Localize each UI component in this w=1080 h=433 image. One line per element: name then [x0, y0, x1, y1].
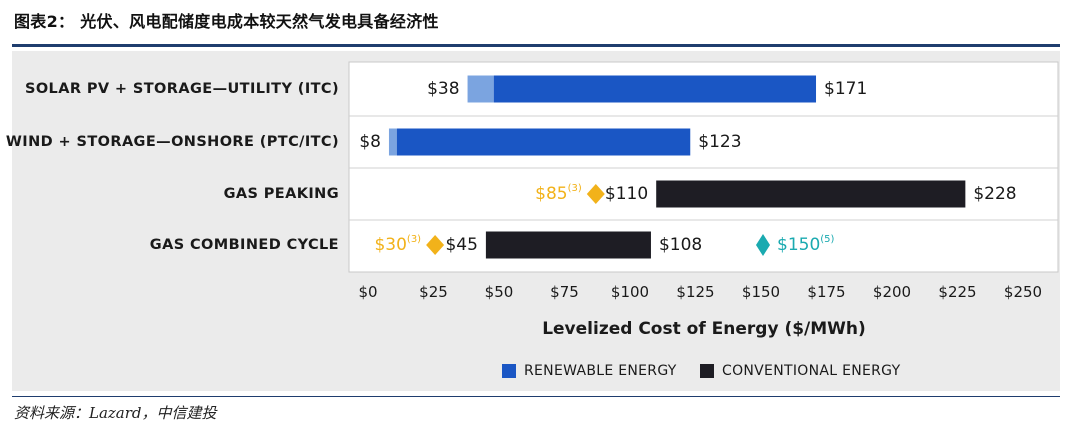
category-label: GAS PEAKING: [224, 186, 339, 202]
marker-label: $150(5): [777, 234, 835, 256]
category-label: SOLAR PV + STORAGE—UTILITY (ITC): [25, 81, 339, 97]
marker-diamond: [756, 234, 770, 256]
x-tick-label: $250: [1004, 283, 1042, 301]
marker-value: $30: [374, 235, 406, 255]
category-label: GAS COMBINED CYCLE: [150, 237, 339, 253]
x-tick-label: $100: [611, 283, 649, 301]
bar-range: [485, 231, 651, 259]
marker-footnote: (3): [568, 183, 582, 194]
x-tick-label: $50: [485, 283, 514, 301]
source-rule: [12, 396, 1060, 397]
bar-low-label: $110: [605, 184, 648, 204]
bar-low-label: $8: [359, 132, 381, 152]
x-tick-label: $25: [419, 283, 448, 301]
bar-range: [493, 75, 817, 103]
marker-value: $150: [777, 235, 820, 255]
bar-high-label: $228: [973, 184, 1016, 204]
marker-footnote: (5): [820, 234, 834, 245]
x-axis-title: Levelized Cost of Energy ($/MWh): [542, 319, 866, 339]
title-rule: [12, 44, 1060, 47]
x-tick-label: $0: [358, 283, 377, 301]
legend-label: CONVENTIONAL ENERGY: [722, 363, 901, 379]
marker-label: $85(3): [535, 183, 582, 205]
bar-range: [656, 180, 966, 208]
bar-high-label: $123: [698, 132, 741, 152]
marker-label: $30(3): [374, 234, 421, 256]
figure-title: 图表2： 光伏、风电配储度电成本较天然气发电具备经济性: [14, 12, 439, 31]
bar-low-segment: [388, 128, 397, 156]
marker-value: $85: [535, 184, 567, 204]
bar-range: [396, 128, 691, 156]
x-tick-label: $175: [807, 283, 845, 301]
legend-swatch: [502, 364, 516, 378]
legend-label: RENEWABLE ENERGY: [524, 363, 677, 379]
category-label: WIND + STORAGE—ONSHORE (PTC/ITC): [6, 134, 339, 150]
bar-high-label: $108: [659, 235, 702, 255]
bar-low-label: $45: [445, 235, 477, 255]
x-tick-label: $150: [742, 283, 780, 301]
bar-high-label: $171: [824, 79, 867, 99]
marker-diamond: [586, 184, 605, 204]
legend-swatch: [700, 364, 714, 378]
x-tick-label: $75: [550, 283, 579, 301]
source-note: 资料来源：Lazard，中信建投: [14, 404, 217, 422]
bar-low-segment: [467, 75, 494, 103]
marker-diamond: [426, 235, 445, 255]
x-tick-label: $125: [676, 283, 714, 301]
marker-footnote: (3): [407, 234, 421, 245]
x-tick-label: $200: [873, 283, 911, 301]
x-tick-label: $225: [938, 283, 976, 301]
bar-low-label: $38: [427, 79, 459, 99]
